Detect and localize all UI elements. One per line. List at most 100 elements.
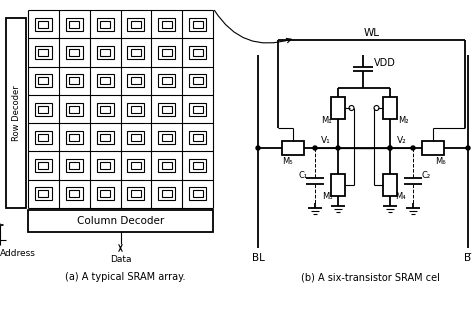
Text: M₂: M₂: [398, 116, 408, 124]
Bar: [383, 174, 397, 196]
Bar: [131, 49, 141, 56]
Bar: [66, 159, 83, 172]
Bar: [162, 77, 172, 84]
Circle shape: [388, 146, 392, 150]
Bar: [69, 162, 79, 169]
Circle shape: [388, 146, 392, 150]
Bar: [189, 187, 206, 200]
Bar: [97, 46, 114, 59]
Bar: [66, 74, 83, 87]
Bar: [38, 106, 48, 113]
Bar: [158, 74, 175, 87]
Bar: [128, 46, 145, 59]
Bar: [6, 18, 26, 208]
Bar: [38, 162, 48, 169]
Bar: [100, 106, 110, 113]
Bar: [35, 74, 52, 87]
Text: M₁: M₁: [321, 116, 331, 124]
Bar: [66, 187, 83, 200]
Bar: [162, 162, 172, 169]
Text: V₁: V₁: [321, 135, 331, 145]
Text: Column Decoder: Column Decoder: [77, 216, 164, 226]
Bar: [100, 77, 110, 84]
Bar: [192, 106, 202, 113]
Bar: [66, 102, 83, 116]
Text: (a) A typical SRAM array.: (a) A typical SRAM array.: [65, 272, 185, 282]
Text: Row Decoder: Row Decoder: [11, 85, 20, 141]
Bar: [35, 102, 52, 116]
Bar: [189, 131, 206, 144]
Bar: [192, 21, 202, 28]
Circle shape: [313, 146, 317, 150]
Bar: [35, 18, 52, 31]
Bar: [38, 21, 48, 28]
Bar: [162, 106, 172, 113]
Bar: [128, 159, 145, 172]
Bar: [162, 190, 172, 197]
Bar: [38, 77, 48, 84]
Text: M₅: M₅: [282, 156, 292, 165]
Bar: [66, 131, 83, 144]
Text: M₄: M₄: [396, 191, 406, 201]
Bar: [69, 77, 79, 84]
Bar: [422, 141, 444, 155]
Bar: [131, 77, 141, 84]
Text: BL: BL: [252, 253, 264, 263]
Bar: [158, 18, 175, 31]
Bar: [128, 131, 145, 144]
Bar: [69, 134, 79, 141]
Circle shape: [256, 146, 260, 150]
Circle shape: [466, 146, 470, 150]
Text: M₆: M₆: [435, 156, 445, 165]
Bar: [189, 46, 206, 59]
Bar: [189, 18, 206, 31]
Text: C₁: C₁: [298, 171, 308, 180]
Bar: [192, 190, 202, 197]
Bar: [35, 131, 52, 144]
Text: VDD: VDD: [374, 58, 396, 68]
Text: Data: Data: [110, 255, 131, 265]
Bar: [162, 49, 172, 56]
Bar: [131, 134, 141, 141]
Bar: [189, 74, 206, 87]
Bar: [97, 74, 114, 87]
Bar: [69, 49, 79, 56]
Bar: [158, 159, 175, 172]
Bar: [97, 102, 114, 116]
Bar: [128, 18, 145, 31]
Bar: [282, 141, 304, 155]
Bar: [69, 190, 79, 197]
Bar: [158, 131, 175, 144]
Bar: [100, 21, 110, 28]
Bar: [97, 159, 114, 172]
Circle shape: [336, 146, 340, 150]
Bar: [97, 18, 114, 31]
Bar: [192, 49, 202, 56]
Bar: [38, 134, 48, 141]
Text: (b) A six-transistor SRAM cel: (b) A six-transistor SRAM cel: [301, 272, 439, 282]
Bar: [38, 49, 48, 56]
Bar: [97, 187, 114, 200]
Text: M₃: M₃: [322, 191, 332, 201]
Bar: [128, 187, 145, 200]
Bar: [128, 74, 145, 87]
Bar: [28, 210, 213, 232]
Bar: [35, 46, 52, 59]
Bar: [97, 131, 114, 144]
Circle shape: [411, 146, 415, 150]
Bar: [100, 134, 110, 141]
Text: WL: WL: [364, 28, 380, 38]
Bar: [69, 106, 79, 113]
Bar: [66, 46, 83, 59]
Text: V₂: V₂: [397, 135, 407, 145]
Text: Address: Address: [0, 249, 36, 258]
Bar: [158, 46, 175, 59]
Bar: [331, 174, 345, 196]
Bar: [383, 97, 397, 119]
Bar: [192, 134, 202, 141]
Bar: [35, 159, 52, 172]
Bar: [100, 190, 110, 197]
Bar: [189, 102, 206, 116]
Bar: [158, 102, 175, 116]
Bar: [35, 187, 52, 200]
